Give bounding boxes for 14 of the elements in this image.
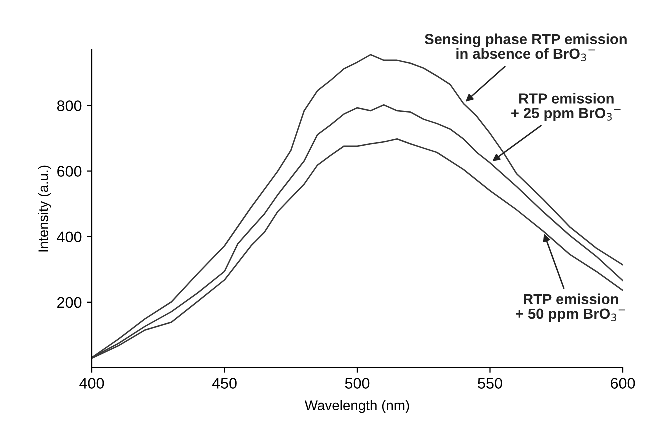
- annotation: RTP emission + 50 ppm BrO$_{3}$$^{−}$: [516, 294, 626, 322]
- y-axis-title: Intensity (a.u.): [38, 166, 52, 252]
- x-tick-label: 600: [611, 378, 636, 389]
- y-tick-label: 600: [58, 166, 82, 177]
- x-tick-label: 400: [80, 378, 104, 389]
- x-axis-title: Wavelength (nm): [304, 400, 410, 414]
- x-tick-label: 550: [478, 378, 502, 389]
- annotation: RTP emission + 25 ppm BrO$_{3}$$^{−}$: [512, 93, 621, 122]
- y-tick-label: 400: [57, 232, 82, 243]
- x-tick-label: 500: [345, 378, 370, 389]
- y-tick-label: 800: [57, 100, 82, 112]
- annotation: Sensing phase RTP emission in absence of BrO$_{3}$$^{−}$: [425, 34, 627, 62]
- y-tick-label: 200: [58, 297, 82, 308]
- x-tick-label: 450: [212, 378, 237, 389]
